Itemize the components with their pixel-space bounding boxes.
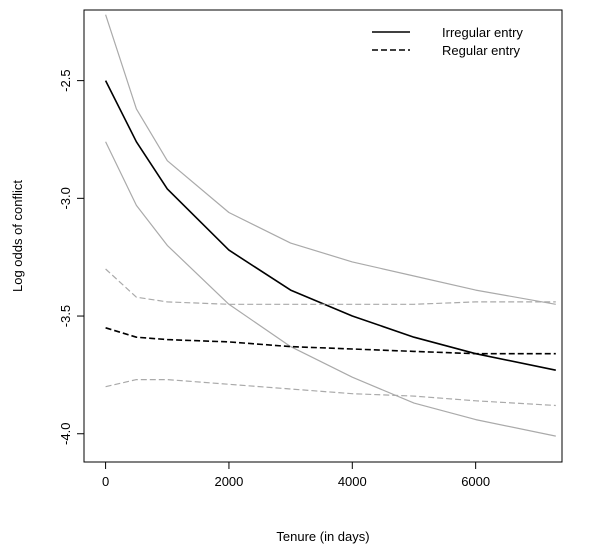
series-2-lower-bound-line — [105, 141, 556, 437]
plot-frame — [83, 9, 563, 463]
legend-label-regular-entry: Regular entry — [442, 43, 521, 58]
y-tick-label: -3.0 — [58, 187, 73, 209]
y-tick-label: -2.5 — [58, 69, 73, 91]
x-tick-label: 6000 — [461, 474, 490, 489]
series-1-upper-bound-line — [105, 14, 556, 305]
axes-layer: 0 2000 4000 6000 -2.5 -3.0 -3.5 -4.0 — [58, 69, 490, 489]
x-tick-label: 4000 — [338, 474, 367, 489]
x-axis-label: Tenure (in days) — [276, 529, 369, 544]
x-tick-label: 2000 — [214, 474, 243, 489]
regular-entry-estimate-line — [105, 327, 556, 355]
x-tick-label: 0 — [102, 474, 109, 489]
series-layer — [104, 14, 556, 437]
y-tick-label: -4.0 — [58, 423, 73, 445]
legend: Irregular entry Regular entry — [372, 25, 523, 58]
legend-label-irregular-entry: Irregular entry — [442, 25, 523, 40]
y-axis-label: Log odds of conflict — [10, 180, 25, 292]
series-5-lower-bound-line — [105, 379, 556, 407]
y-tick-label: -3.5 — [58, 305, 73, 327]
irregular-entry-estimate-line — [104, 80, 556, 371]
series-4-upper-bound-line — [105, 268, 556, 305]
